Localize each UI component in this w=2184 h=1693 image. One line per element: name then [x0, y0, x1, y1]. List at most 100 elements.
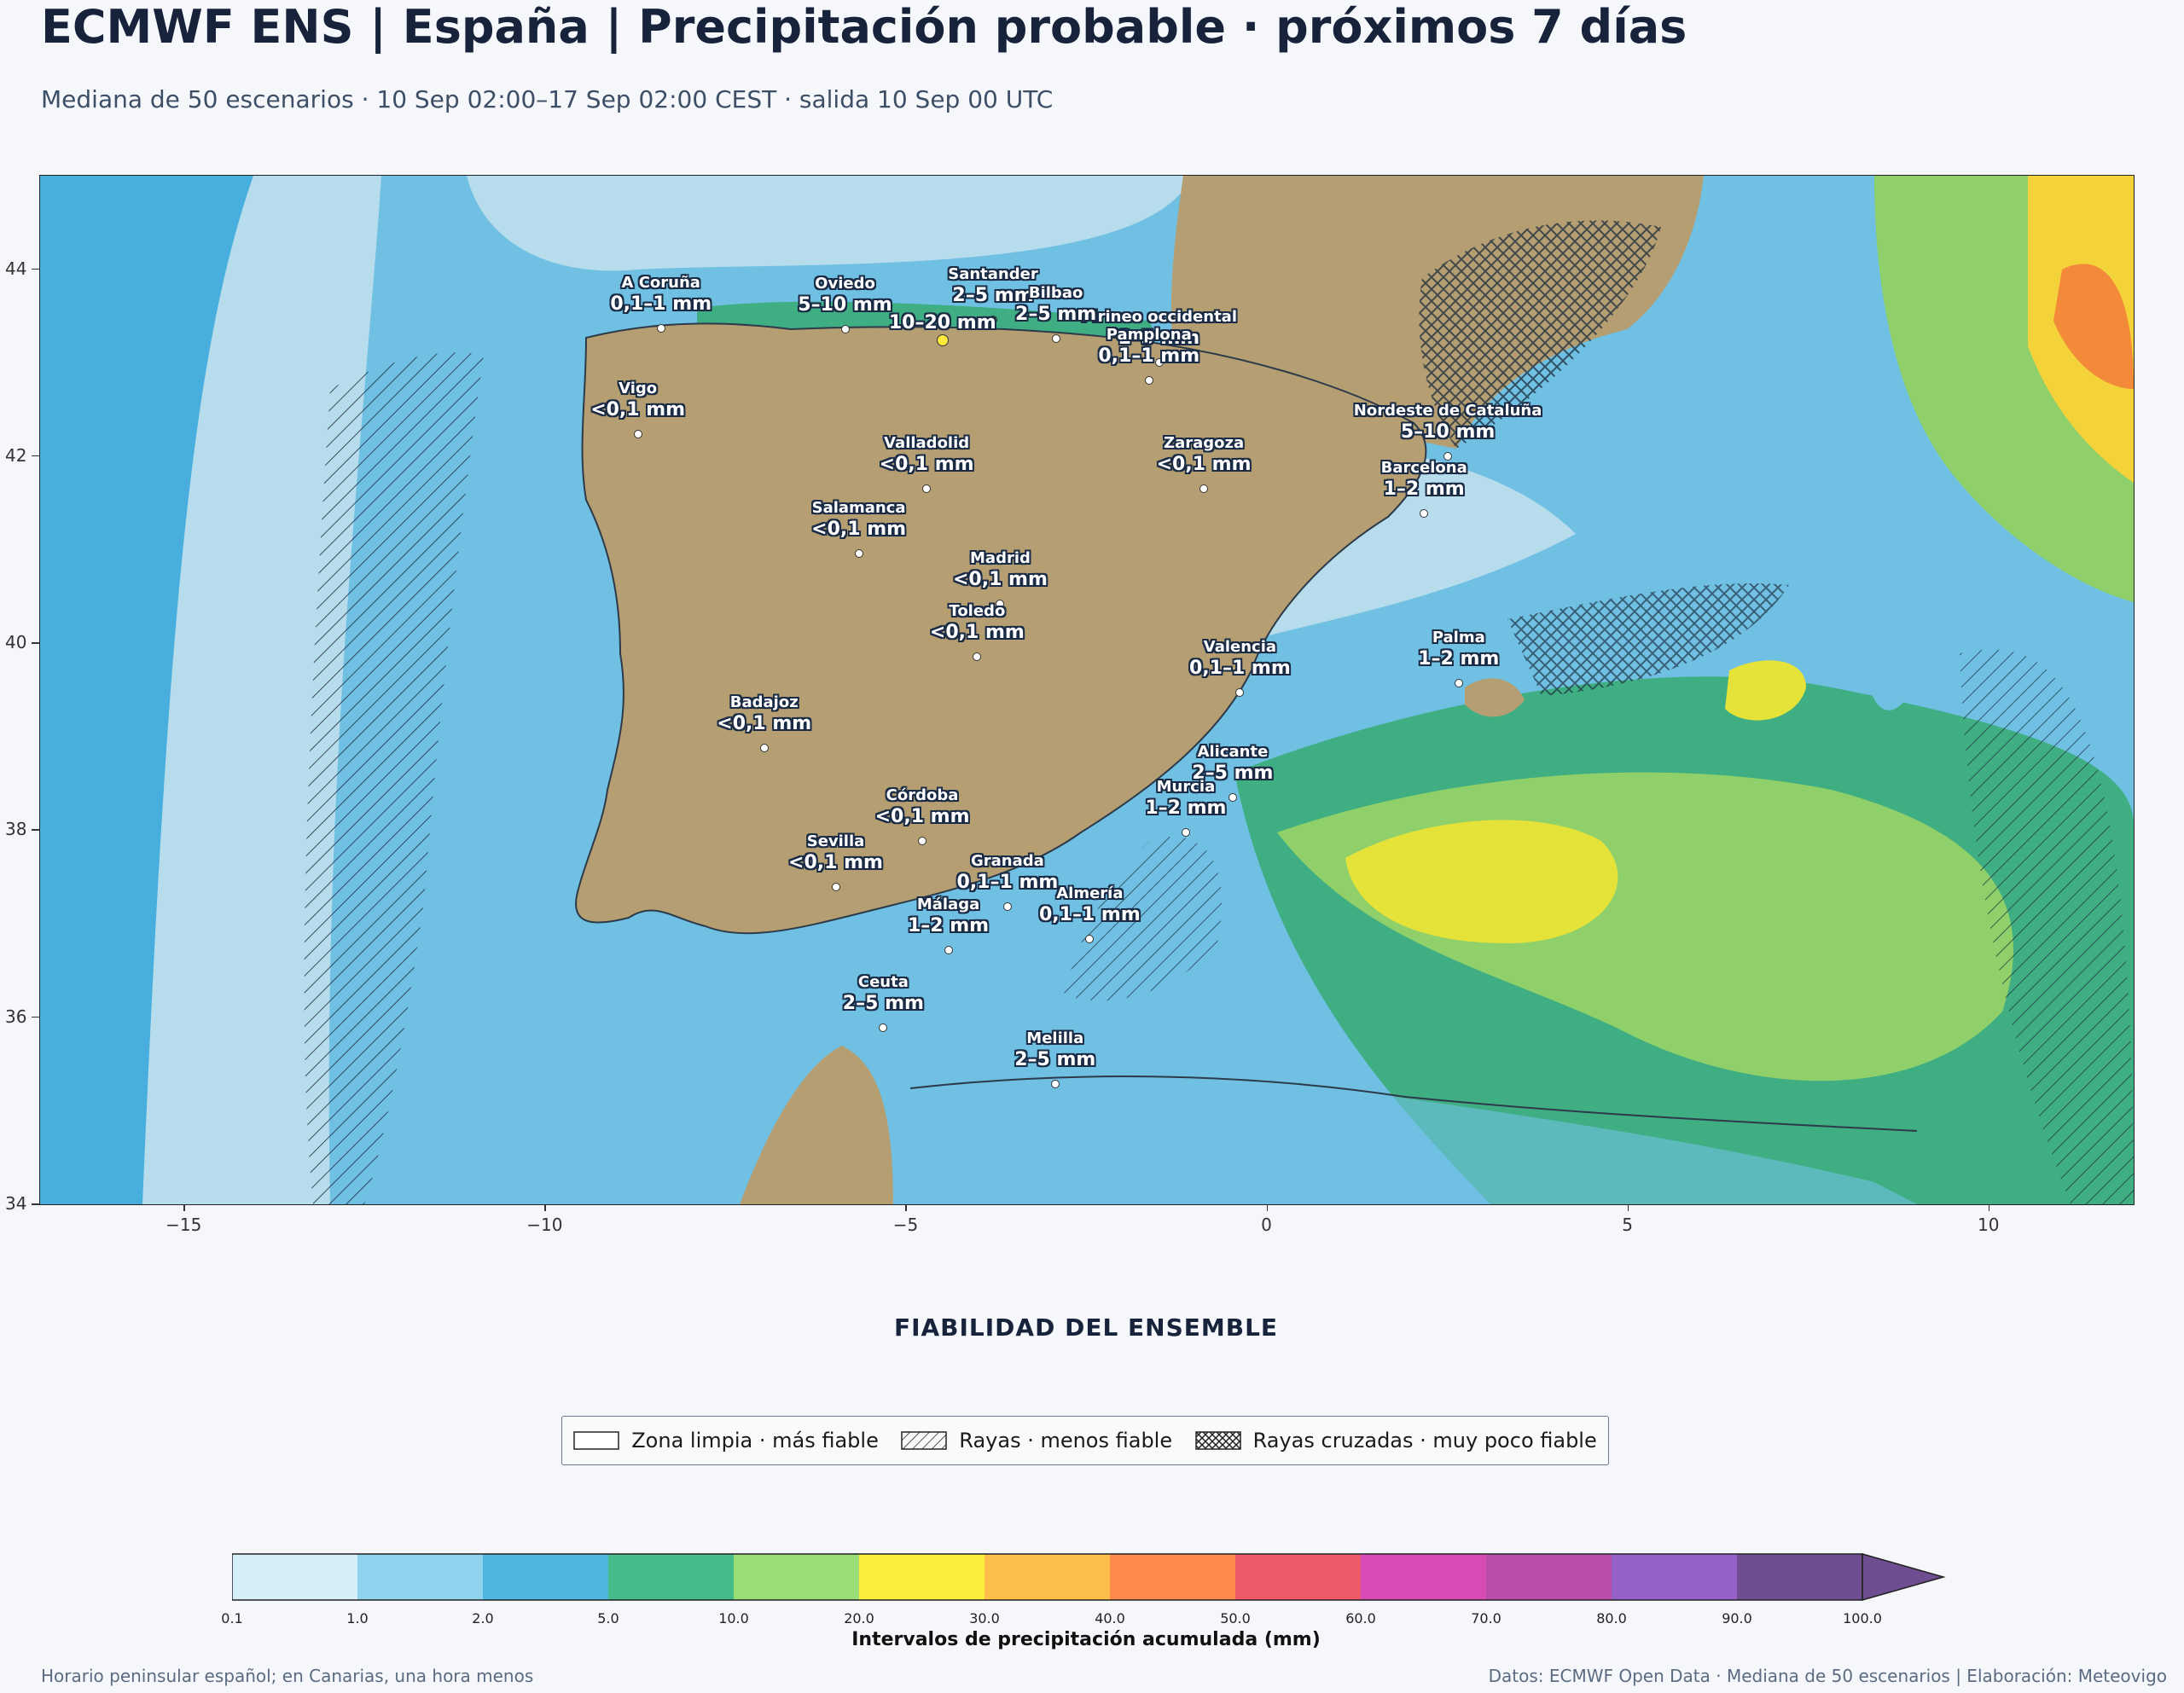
city-precip-value: 10–20 mm	[888, 311, 996, 333]
colorbar-segment	[1737, 1554, 1862, 1600]
city-label: Alicante 2–5 mm	[1192, 743, 1273, 786]
city-marker	[944, 945, 953, 954]
city-label: Badajoz <0,1 mm	[717, 693, 811, 736]
city-precip-value: 0,1–1 mm	[1188, 658, 1291, 680]
city-precip-value: <0,1 mm	[879, 454, 974, 476]
city-label: Sevilla <0,1 mm	[788, 832, 883, 875]
city-precip-value: 2–5 mm	[1015, 303, 1097, 325]
city-marker	[1002, 902, 1012, 912]
y-tick-label: 36	[5, 1006, 27, 1027]
x-tick-mark	[1988, 1203, 1990, 1211]
y-tick-mark	[32, 1016, 39, 1018]
crosshatch-pyrenees	[1419, 220, 1661, 449]
city-marker	[1454, 679, 1463, 688]
city-name: Badajoz	[729, 693, 799, 711]
city-name: Granada	[971, 852, 1044, 871]
legend-label-crosshatch: Rayas cruzadas · muy poco fiable	[1252, 1429, 1597, 1452]
y-tick-label: 42	[5, 444, 27, 466]
city-name: A Coruña	[621, 273, 700, 292]
clean-swatch-icon	[573, 1431, 619, 1450]
colorbar-segment	[232, 1554, 357, 1600]
city-marker	[854, 548, 863, 558]
colorbar-outline	[232, 1553, 1863, 1601]
precipitation-map[interactable]: A Coruña 0,1–1 mm Oviedo 5–10 mm Santander 2–…	[39, 175, 2135, 1205]
colorbar-tick-label: 100.0	[1843, 1610, 1882, 1626]
city-marker	[1181, 827, 1190, 837]
city-name: Palma	[1432, 629, 1485, 647]
sardinia-yellow-field	[1725, 660, 1806, 721]
city-name: Sevilla	[806, 832, 865, 851]
city-name: Salamanca	[811, 498, 906, 517]
legend-label-hatch: Rayas · menos fiable	[959, 1429, 1173, 1452]
city-precip-value: <0,1 mm	[1156, 454, 1252, 476]
x-tick-label: −5	[892, 1215, 919, 1235]
africa-coastline	[909, 1076, 1918, 1132]
city-marker	[1420, 508, 1429, 518]
city-precip-value: <0,1 mm	[811, 518, 907, 540]
y-tick-mark	[32, 455, 39, 457]
x-tick-mark	[1627, 1203, 1629, 1211]
city-marker	[1050, 1079, 1060, 1088]
city-label: Bilbao 2–5 mm	[1015, 284, 1096, 327]
y-tick-mark	[32, 268, 39, 270]
map-subtitle: Mediana de 50 escenarios · 10 Sep 02:00–…	[41, 85, 1054, 113]
city-name: Valladolid	[884, 434, 970, 453]
city-label: Melilla 2–5 mm	[1014, 1029, 1095, 1072]
legend-label-clean: Zona limpia · más fiable	[631, 1429, 879, 1452]
legend-item-hatch: Rayas · menos fiable	[901, 1429, 1172, 1452]
footer-credits: Datos: ECMWF Open Data · Mediana de 50 e…	[1488, 1666, 2167, 1686]
y-tick-mark	[32, 642, 39, 644]
y-tick-mark	[32, 829, 39, 831]
x-tick-label: 10	[1978, 1215, 2000, 1235]
city-precip-value: 1–2 mm	[1418, 648, 1500, 670]
morocco-land	[740, 1046, 893, 1204]
city-precip-value: 2–5 mm	[952, 284, 1034, 306]
colorbar-tick-label: 5.0	[597, 1610, 619, 1626]
city-label: Granada 0,1–1 mm	[957, 852, 1059, 895]
city-name: Oviedo	[815, 274, 875, 293]
colorbar-tick-label: 20.0	[844, 1610, 874, 1626]
city-marker	[996, 600, 1005, 609]
city-marker	[1154, 358, 1164, 368]
footer-timezone-note: Horario peninsular español; en Canarias,…	[41, 1666, 534, 1686]
x-tick-mark	[183, 1203, 185, 1211]
city-label: 10–20 mm	[889, 311, 996, 335]
city-label: Palma 1–2 mm	[1418, 629, 1499, 671]
colorbar-segment	[1235, 1554, 1361, 1600]
city-name: Pirineo occidental	[1081, 308, 1237, 327]
colorbar-segment	[608, 1554, 734, 1600]
city-name: Córdoba	[886, 786, 959, 804]
city-name: Pamplona	[1106, 326, 1192, 345]
city-name: Nordeste de Cataluña	[1353, 401, 1542, 420]
colorbar-tick-label: 90.0	[1722, 1610, 1752, 1626]
city-name: Murcia	[1156, 777, 1216, 796]
city-precip-value: 0,1–1 mm	[610, 293, 712, 315]
city-precip-value: 2–5 mm	[1118, 328, 1200, 350]
city-precip-value: <0,1 mm	[929, 621, 1025, 643]
colorbar-segment	[859, 1554, 985, 1600]
city-precip-value: 0,1–1 mm	[956, 872, 1059, 894]
city-label: Santander 2–5 mm	[948, 265, 1037, 308]
city-marker	[656, 323, 665, 333]
city-marker	[922, 484, 932, 494]
colorbar-tick-label: 60.0	[1345, 1610, 1376, 1626]
city-label: Oviedo 5–10 mm	[798, 275, 892, 317]
hatch-alboran	[1064, 837, 1223, 1001]
city-precip-value: 1–2 mm	[1145, 797, 1227, 819]
reliability-legend: Zona limpia · más fiable Rayas · menos f…	[561, 1416, 1609, 1465]
city-name: Valencia	[1203, 638, 1277, 657]
city-name: Bilbao	[1028, 283, 1083, 302]
city-name: Ceuta	[857, 972, 909, 991]
city-marker	[840, 324, 850, 333]
city-label: Barcelona 1–2 mm	[1381, 459, 1467, 502]
colorbar-segment	[734, 1554, 859, 1600]
city-precip-value: 5–10 mm	[798, 293, 892, 316]
precipitation-colorbar	[232, 1553, 1946, 1601]
city-name: Melilla	[1026, 1029, 1084, 1047]
city-marker	[973, 652, 982, 661]
city-precip-value: 1–2 mm	[1383, 478, 1465, 500]
x-tick-mark	[905, 1203, 907, 1211]
colorbar-tick-label: 10.0	[718, 1610, 749, 1626]
x-tick-label: −10	[526, 1215, 563, 1235]
colorbar-segment	[483, 1554, 608, 1600]
